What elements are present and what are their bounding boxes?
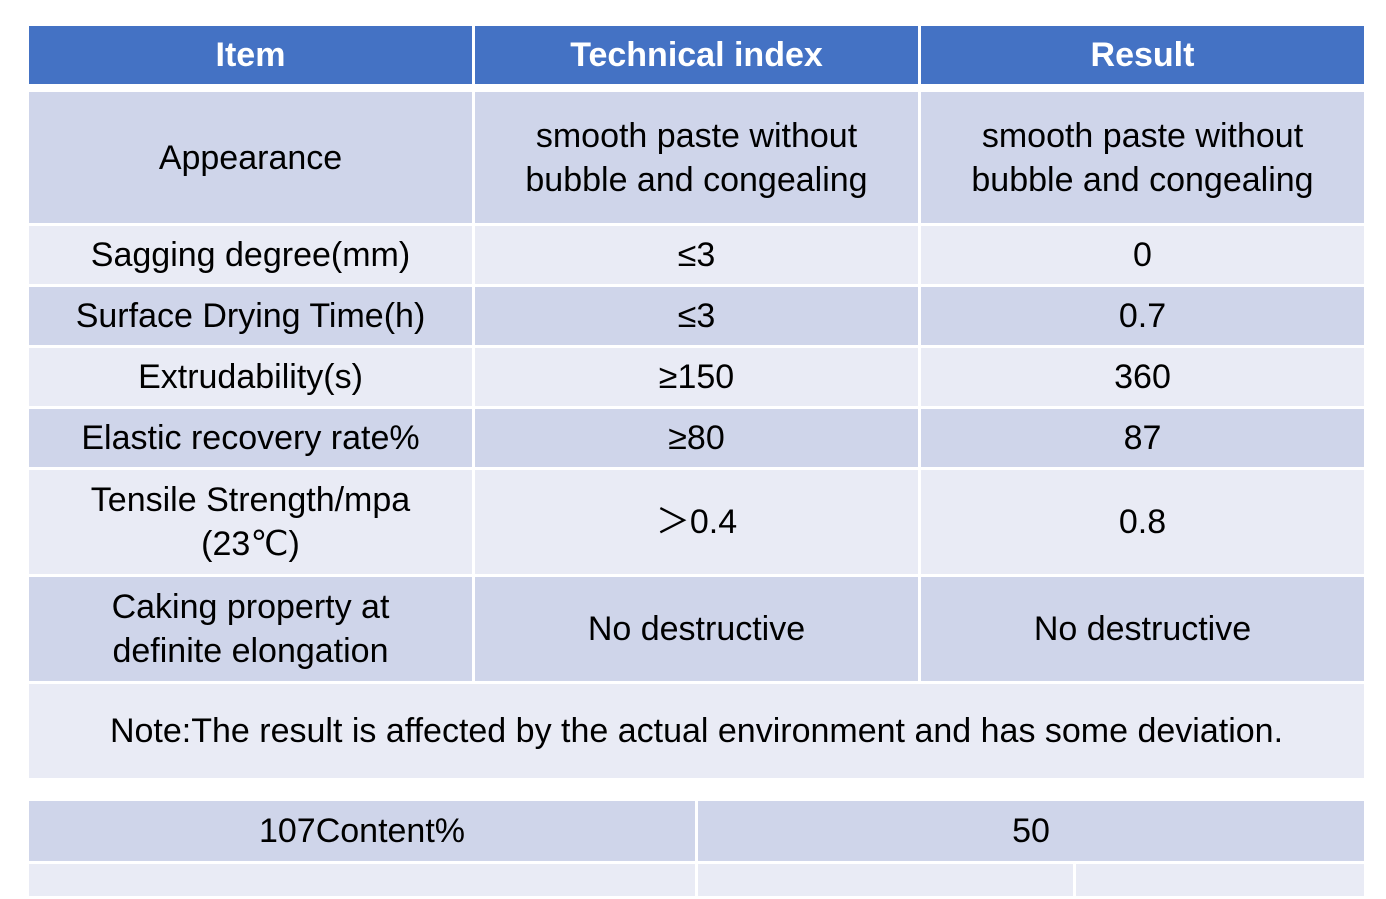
cell-line: (23℃) (201, 525, 300, 563)
cell-line: bubble and congealing (971, 160, 1314, 199)
cell-technical-index: ≥150 (472, 345, 921, 409)
spec-table: Item Technical index Result Appearance s… (26, 23, 1367, 781)
header-result: Result (918, 23, 1367, 92)
cell-item: Sagging degree(mm) (26, 223, 475, 287)
cell-technical-index: ≤3 (472, 223, 921, 287)
cell-result: 0 (918, 223, 1367, 287)
cell-technical-index: ≥80 (472, 406, 921, 470)
cell-result: 87 (918, 406, 1367, 470)
table-row-elastic-recovery: Elastic recovery rate% ≥80 87 (26, 406, 1367, 470)
cell-result: 360 (918, 345, 1367, 409)
cell-line: smooth paste without (981, 116, 1304, 155)
cell-technical-index: No destructive (472, 574, 921, 684)
table-row-107-content: 107Content% 50 (26, 798, 1368, 864)
table-row-sagging: Sagging degree(mm) ≤3 0 (26, 223, 1367, 287)
table-row-extrudability: Extrudability(s) ≥150 360 (26, 345, 1367, 409)
cell-line: bubble and congealing (525, 160, 868, 199)
cell-technical-index: ≤3 (472, 284, 921, 348)
table-row-caking-property: Caking property at definite elongation N… (26, 574, 1367, 684)
cell-item: Surface Drying Time(h) (26, 284, 475, 348)
cell-technical-index: ＞0.4 (472, 467, 921, 577)
table-row-appearance: Appearance smooth paste without bubble a… (26, 86, 1367, 226)
table-row-tensile-strength: Tensile Strength/mpa (23℃) ＞0.4 0.8 (26, 467, 1367, 577)
cell-line: smooth paste without (535, 116, 858, 155)
table-row-surface-drying: Surface Drying Time(h) ≤3 0.7 (26, 284, 1367, 348)
header-technical-index: Technical index (472, 23, 921, 92)
header-item: Item (26, 23, 475, 92)
cell-item: Extrudability(s) (26, 345, 475, 409)
cell-result: 0.7 (918, 284, 1367, 348)
note-text: Note:The result is affected by the actua… (26, 681, 1367, 781)
header-row: Item Technical index Result (26, 23, 1367, 92)
cell-result: No destructive (918, 574, 1367, 684)
cell-line: Tensile Strength/mpa (90, 481, 411, 519)
bottom-table: 107Content% 50 (26, 798, 1368, 899)
cell-technical-index: smooth paste without bubble and congeali… (472, 86, 921, 226)
cell-empty (1072, 861, 1368, 899)
cell-item: Elastic recovery rate% (26, 406, 475, 470)
cell-item: Tensile Strength/mpa (23℃) (26, 467, 475, 577)
cell-line: Caking property at (111, 588, 390, 626)
cell-result: smooth paste without bubble and congeali… (918, 86, 1367, 226)
cell-value: 50 (694, 798, 1368, 864)
table-row-note: Note:The result is affected by the actua… (26, 681, 1367, 781)
cell-empty (695, 861, 1076, 899)
cell-empty (26, 861, 698, 899)
cell-line: definite elongation (112, 632, 389, 670)
cell-item: Caking property at definite elongation (26, 574, 475, 684)
cell-label: 107Content% (26, 798, 698, 864)
cell-item: Appearance (26, 86, 475, 226)
cell-result: 0.8 (918, 467, 1367, 577)
table-row-cut-off (26, 861, 1368, 899)
